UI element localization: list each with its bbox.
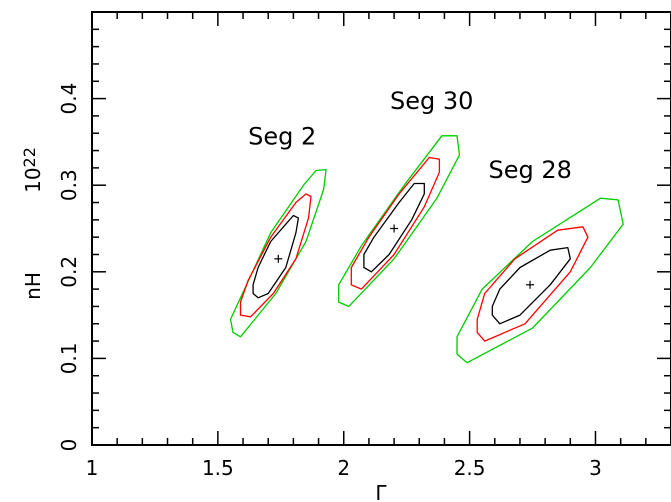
y-tick-labels: 0 0.1 0.2 0.3 0.4 <box>57 83 81 452</box>
segment-label-1: Seg 30 <box>390 87 473 115</box>
contour-inner-seg-1 <box>363 182 425 273</box>
contour-inner-seg-0 <box>252 214 300 299</box>
y-tick-label: 0.4 <box>57 83 81 115</box>
x-tick-label: 1 <box>86 456 99 480</box>
contour-middle-seg-0 <box>239 193 312 318</box>
y-axis-unit: 1022 <box>20 147 45 193</box>
axis-ticks <box>91 11 671 446</box>
contour-outer-seg-1 <box>338 135 461 308</box>
contour-lines <box>229 135 624 364</box>
best-fit-markers <box>274 224 535 289</box>
y-tick-label: 0.3 <box>57 169 81 201</box>
x-axis-title: Γ <box>375 481 387 502</box>
y-axis-title: nH <box>21 272 45 300</box>
best-fit-marker-0 <box>274 254 283 263</box>
contour-middle-seg-1 <box>350 156 441 290</box>
x-tick-label: 2.5 <box>454 456 486 480</box>
contour-inner-seg-2 <box>491 246 571 325</box>
y-tick-label: 0.1 <box>57 342 81 374</box>
contour-middle-seg-2 <box>476 226 589 342</box>
x-tick-label: 3 <box>589 456 602 480</box>
best-fit-marker-1 <box>390 224 399 233</box>
x-tick-label: 1.5 <box>202 456 234 480</box>
contour-outer-seg-0 <box>229 168 327 338</box>
segment-labels: Seg 2 Seg 30 Seg 28 <box>248 87 572 184</box>
y-tick-label: 0 <box>57 439 81 452</box>
x-tick-label: 2 <box>337 456 350 480</box>
segment-label-0: Seg 2 <box>248 123 316 151</box>
y-tick-label: 0.2 <box>57 256 81 288</box>
contour-outer-seg-2 <box>456 197 624 364</box>
x-tick-labels: 1 1.5 2 2.5 3 <box>86 456 602 480</box>
plot-frame <box>91 11 671 446</box>
best-fit-marker-2 <box>526 280 535 289</box>
segment-label-2: Seg 28 <box>489 156 572 184</box>
